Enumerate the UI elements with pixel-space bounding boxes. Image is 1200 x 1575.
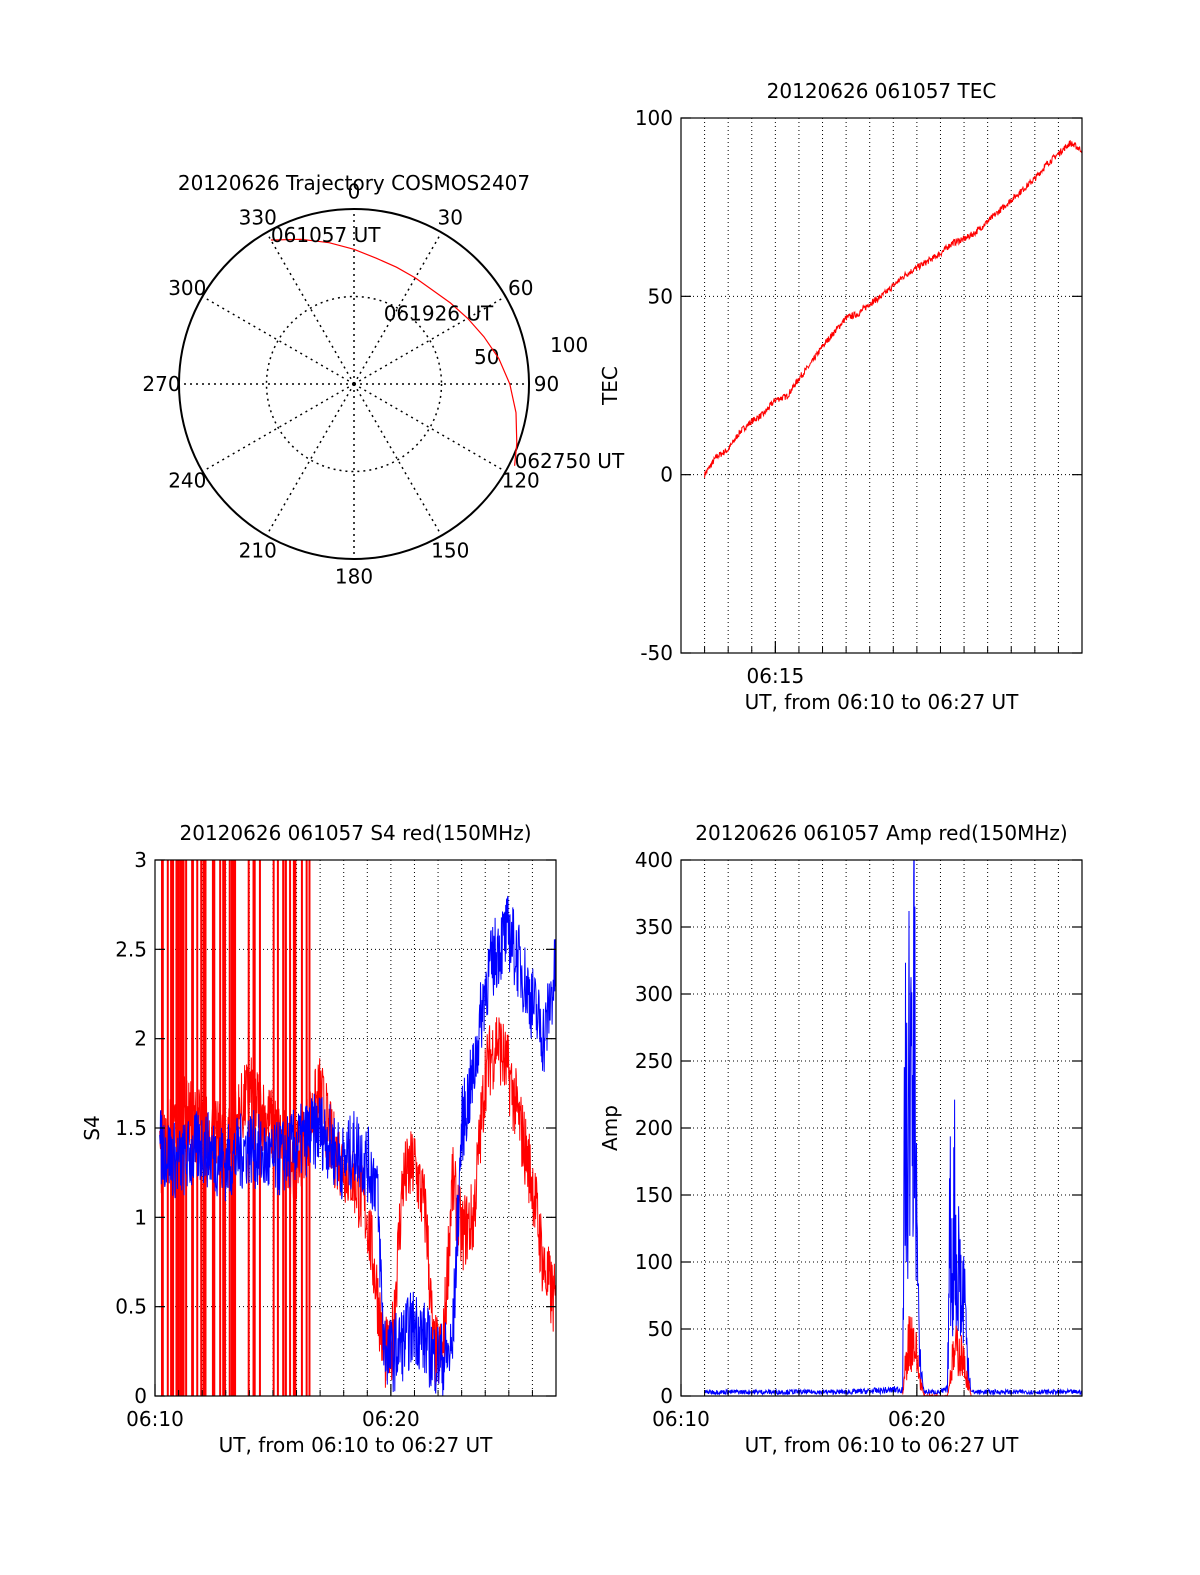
y-tick-label: -50 (640, 641, 673, 665)
y-tick-label: 2.5 (115, 937, 147, 961)
plot-title: 20120626 061057 Amp red(150MHz) (695, 821, 1067, 845)
polar-spokes (179, 209, 529, 559)
series-line-blue (704, 860, 1082, 1396)
polar-inner-circle (265, 295, 443, 473)
polar-azimuth-label: 300 (168, 276, 206, 300)
y-tick-label: 100 (635, 1250, 673, 1274)
polar-spoke (353, 295, 506, 385)
series-line-red (159, 1017, 556, 1388)
x-axis-label: UT, from 06:10 to 06:27 UT (745, 1433, 1020, 1457)
y-tick-label: 1 (134, 1205, 147, 1229)
y-tick-label: 3 (134, 848, 147, 872)
amp-plot: 20120626 061057 Amp red(150MHz) 0 50 100 150… (598, 821, 1083, 1457)
y-tick-label: 150 (635, 1183, 673, 1207)
x-tick-label: 06:10 (652, 1407, 710, 1431)
polar-radial-label-100: 100 (550, 333, 588, 357)
trajectory-time-label: 061057 UT (271, 223, 381, 247)
x-axis-label: UT, from 06:10 to 06:27 UT (219, 1433, 494, 1457)
polar-spoke (202, 383, 355, 473)
polar-azimuth-label: 150 (431, 539, 469, 563)
y-tick-label: 350 (635, 915, 673, 939)
y-tick-label: 0 (134, 1384, 147, 1408)
y-tick-label: 200 (635, 1116, 673, 1140)
polar-azimuth-labels: 0 30 60 90 120 150 180 210 240 270 300 330 (142, 180, 559, 589)
y-tick-label: 400 (635, 848, 673, 872)
y-axis-label: Amp (598, 1105, 622, 1151)
series-line-blue (159, 895, 556, 1396)
polar-title: 20120626 Trajectory COSMOS2407 (178, 171, 530, 195)
x-axis-label: UT, from 06:10 to 06:27 UT (745, 690, 1020, 714)
series-line-red (704, 140, 1082, 478)
y-tick-label: 300 (635, 982, 673, 1006)
trajectory-time-label: 061926 UT (384, 301, 494, 325)
y-tick-label: 250 (635, 1049, 673, 1073)
polar-trajectory-plot: 20120626 Trajectory COSMOS2407 0 30 60 90 12… (142, 171, 625, 589)
polar-azimuth-label: 270 (142, 372, 180, 396)
series-group (704, 140, 1082, 478)
polar-spoke (353, 383, 506, 473)
x-tick-label: 06:20 (362, 1407, 420, 1431)
trajectory-line (270, 238, 518, 466)
polar-spoke (353, 232, 443, 385)
trajectory-annotations: 061057 UT 061926 UT 062750 UT (271, 223, 625, 473)
series-group (159, 860, 556, 1396)
polar-azimuth-label: 180 (335, 565, 373, 589)
series-group (704, 860, 1082, 1396)
polar-azimuth-label: 60 (508, 276, 533, 300)
y-tick-label: 0.5 (115, 1295, 147, 1319)
y-tick-label: 0 (660, 463, 673, 487)
y-axis-label: TEC (598, 366, 622, 406)
polar-azimuth-label: 330 (239, 205, 277, 229)
polar-spoke (265, 232, 355, 385)
y-tick-label: 100 (635, 106, 673, 130)
plot-title: 20120626 061057 S4 red(150MHz) (180, 821, 532, 845)
polar-azimuth-label: 0 (348, 180, 361, 204)
polar-azimuth-label: 210 (239, 539, 277, 563)
polar-spoke (265, 383, 355, 536)
x-tick-label: 06:15 (747, 664, 805, 688)
y-axis-label: S4 (80, 1115, 104, 1140)
y-tick-label: 50 (648, 1317, 673, 1341)
y-tick-label: 50 (648, 284, 673, 308)
y-tick-label: 1.5 (115, 1116, 147, 1140)
series-line-red (902, 1315, 972, 1396)
plot-title: 20120626 061057 TEC (767, 79, 997, 103)
polar-radial-label-50: 50 (474, 345, 499, 369)
plot-frame (680, 117, 1083, 654)
y-tick-label: 0 (660, 1384, 673, 1408)
s4-plot: 20120626 061057 S4 red(150MHz) 0 0.5 1 1.5 2 2… (80, 821, 557, 1457)
y-tick-label: 2 (134, 1027, 147, 1051)
trajectory-time-label: 062750 UT (515, 449, 625, 473)
polar-spoke (353, 383, 443, 536)
polar-spoke (202, 295, 355, 385)
polar-azimuth-label: 90 (534, 372, 559, 396)
x-tick-label: 06:10 (126, 1407, 184, 1431)
polar-azimuth-label: 30 (438, 205, 463, 229)
polar-azimuth-label: 120 (502, 468, 540, 492)
x-tick-label: 06:20 (888, 1407, 946, 1431)
polar-azimuth-label: 240 (168, 468, 206, 492)
